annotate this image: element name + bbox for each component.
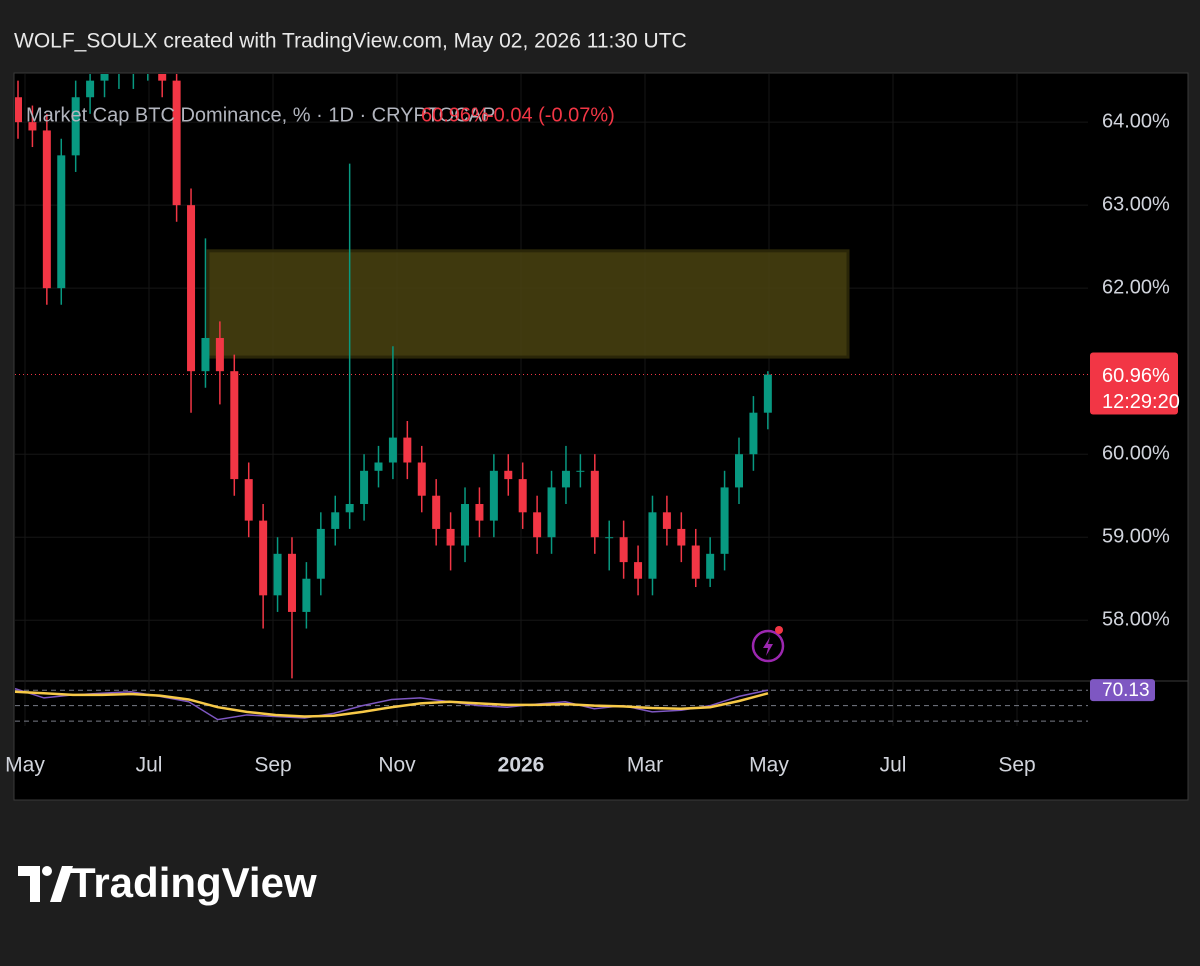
candle-body xyxy=(331,512,340,529)
candle-body xyxy=(345,504,354,513)
candle-body xyxy=(403,437,412,463)
x-tick-label: Nov xyxy=(378,754,416,777)
candle-body xyxy=(187,205,196,372)
candle-body xyxy=(15,97,22,123)
chart-frame xyxy=(13,72,1189,801)
x-tick-label: Sep xyxy=(998,754,1035,777)
candle-body xyxy=(763,374,772,413)
candle-body xyxy=(360,470,369,505)
x-tick-label: May xyxy=(5,754,45,777)
candle-body xyxy=(691,545,700,579)
candle-body xyxy=(28,122,37,131)
candle-body xyxy=(590,470,599,538)
rsi-line xyxy=(15,690,769,718)
footer-logo: TradingView xyxy=(70,859,317,906)
candle-body xyxy=(302,578,311,612)
candle-body xyxy=(86,80,95,98)
y-tick-label: 58.00% xyxy=(1102,609,1170,631)
header: WOLF_SOULX created with TradingView.com,… xyxy=(14,30,687,53)
candle-body xyxy=(172,80,181,206)
candle-body xyxy=(215,337,224,372)
y-tick-label: 59.00% xyxy=(1102,525,1170,547)
candle-body xyxy=(576,470,585,472)
candle-body xyxy=(42,130,51,289)
candle-body xyxy=(735,454,743,488)
candle-body xyxy=(417,462,426,496)
candle-body xyxy=(561,470,570,488)
candle-body xyxy=(677,528,686,546)
candle-body xyxy=(619,537,628,563)
candle-body xyxy=(432,495,441,529)
legend-price: 60.96% xyxy=(421,104,489,126)
candle-body xyxy=(461,504,470,546)
countdown: 12:29:20 xyxy=(1102,391,1180,413)
rsi-line xyxy=(15,687,769,721)
candle-body xyxy=(57,155,66,289)
candle-body xyxy=(100,74,109,81)
candle-body xyxy=(648,512,657,579)
candle-body xyxy=(273,553,282,596)
alert-icon xyxy=(751,626,785,663)
x-tick-label: Jul xyxy=(880,754,907,777)
candle-body xyxy=(374,462,383,471)
candle-body xyxy=(475,504,484,521)
candle-body xyxy=(706,553,715,579)
candle-body xyxy=(720,487,729,554)
x-tick-label: Mar xyxy=(627,754,663,777)
candle-body xyxy=(244,479,253,521)
y-tick-label: 60.00% xyxy=(1102,442,1170,464)
candle-body xyxy=(287,553,296,612)
candle-body xyxy=(547,487,556,538)
y-tick-label: 62.00% xyxy=(1102,276,1170,298)
candle-body xyxy=(518,479,527,513)
y-tick-label: 64.00% xyxy=(1102,110,1170,132)
candle-body xyxy=(446,528,455,546)
x-tick-label: May xyxy=(749,754,789,777)
price-label-box xyxy=(1090,352,1178,415)
candle-body xyxy=(533,512,542,538)
candle-body xyxy=(504,470,513,480)
legend-title: Market Cap BTC Dominance, % · 1D · CRYPT… xyxy=(26,104,495,126)
candle-body xyxy=(605,537,614,539)
candle-body xyxy=(634,562,643,579)
candle-body xyxy=(259,520,268,596)
x-tick-label: Sep xyxy=(254,754,291,777)
y-tick-label: 63.00% xyxy=(1102,193,1170,215)
x-tick-label: 2026 xyxy=(498,754,545,777)
candle-body xyxy=(749,412,758,455)
resistance-zone xyxy=(206,249,850,359)
candle-body xyxy=(71,97,80,156)
candle-body xyxy=(489,470,498,521)
candle-body xyxy=(201,337,210,372)
rsi-label: 70.13 xyxy=(1102,680,1150,701)
candle-body xyxy=(662,512,671,529)
rsi-label-box xyxy=(1090,679,1155,702)
x-tick-label: Jul xyxy=(136,754,163,777)
legend-change: -0.04 (-0.07%) xyxy=(487,104,615,126)
candle-body xyxy=(158,74,167,81)
candle-body xyxy=(230,371,239,480)
footer-logo-mark xyxy=(18,866,73,902)
price-label: 60.96% xyxy=(1102,365,1170,387)
candle-body xyxy=(316,528,325,579)
candle-body xyxy=(388,437,397,463)
